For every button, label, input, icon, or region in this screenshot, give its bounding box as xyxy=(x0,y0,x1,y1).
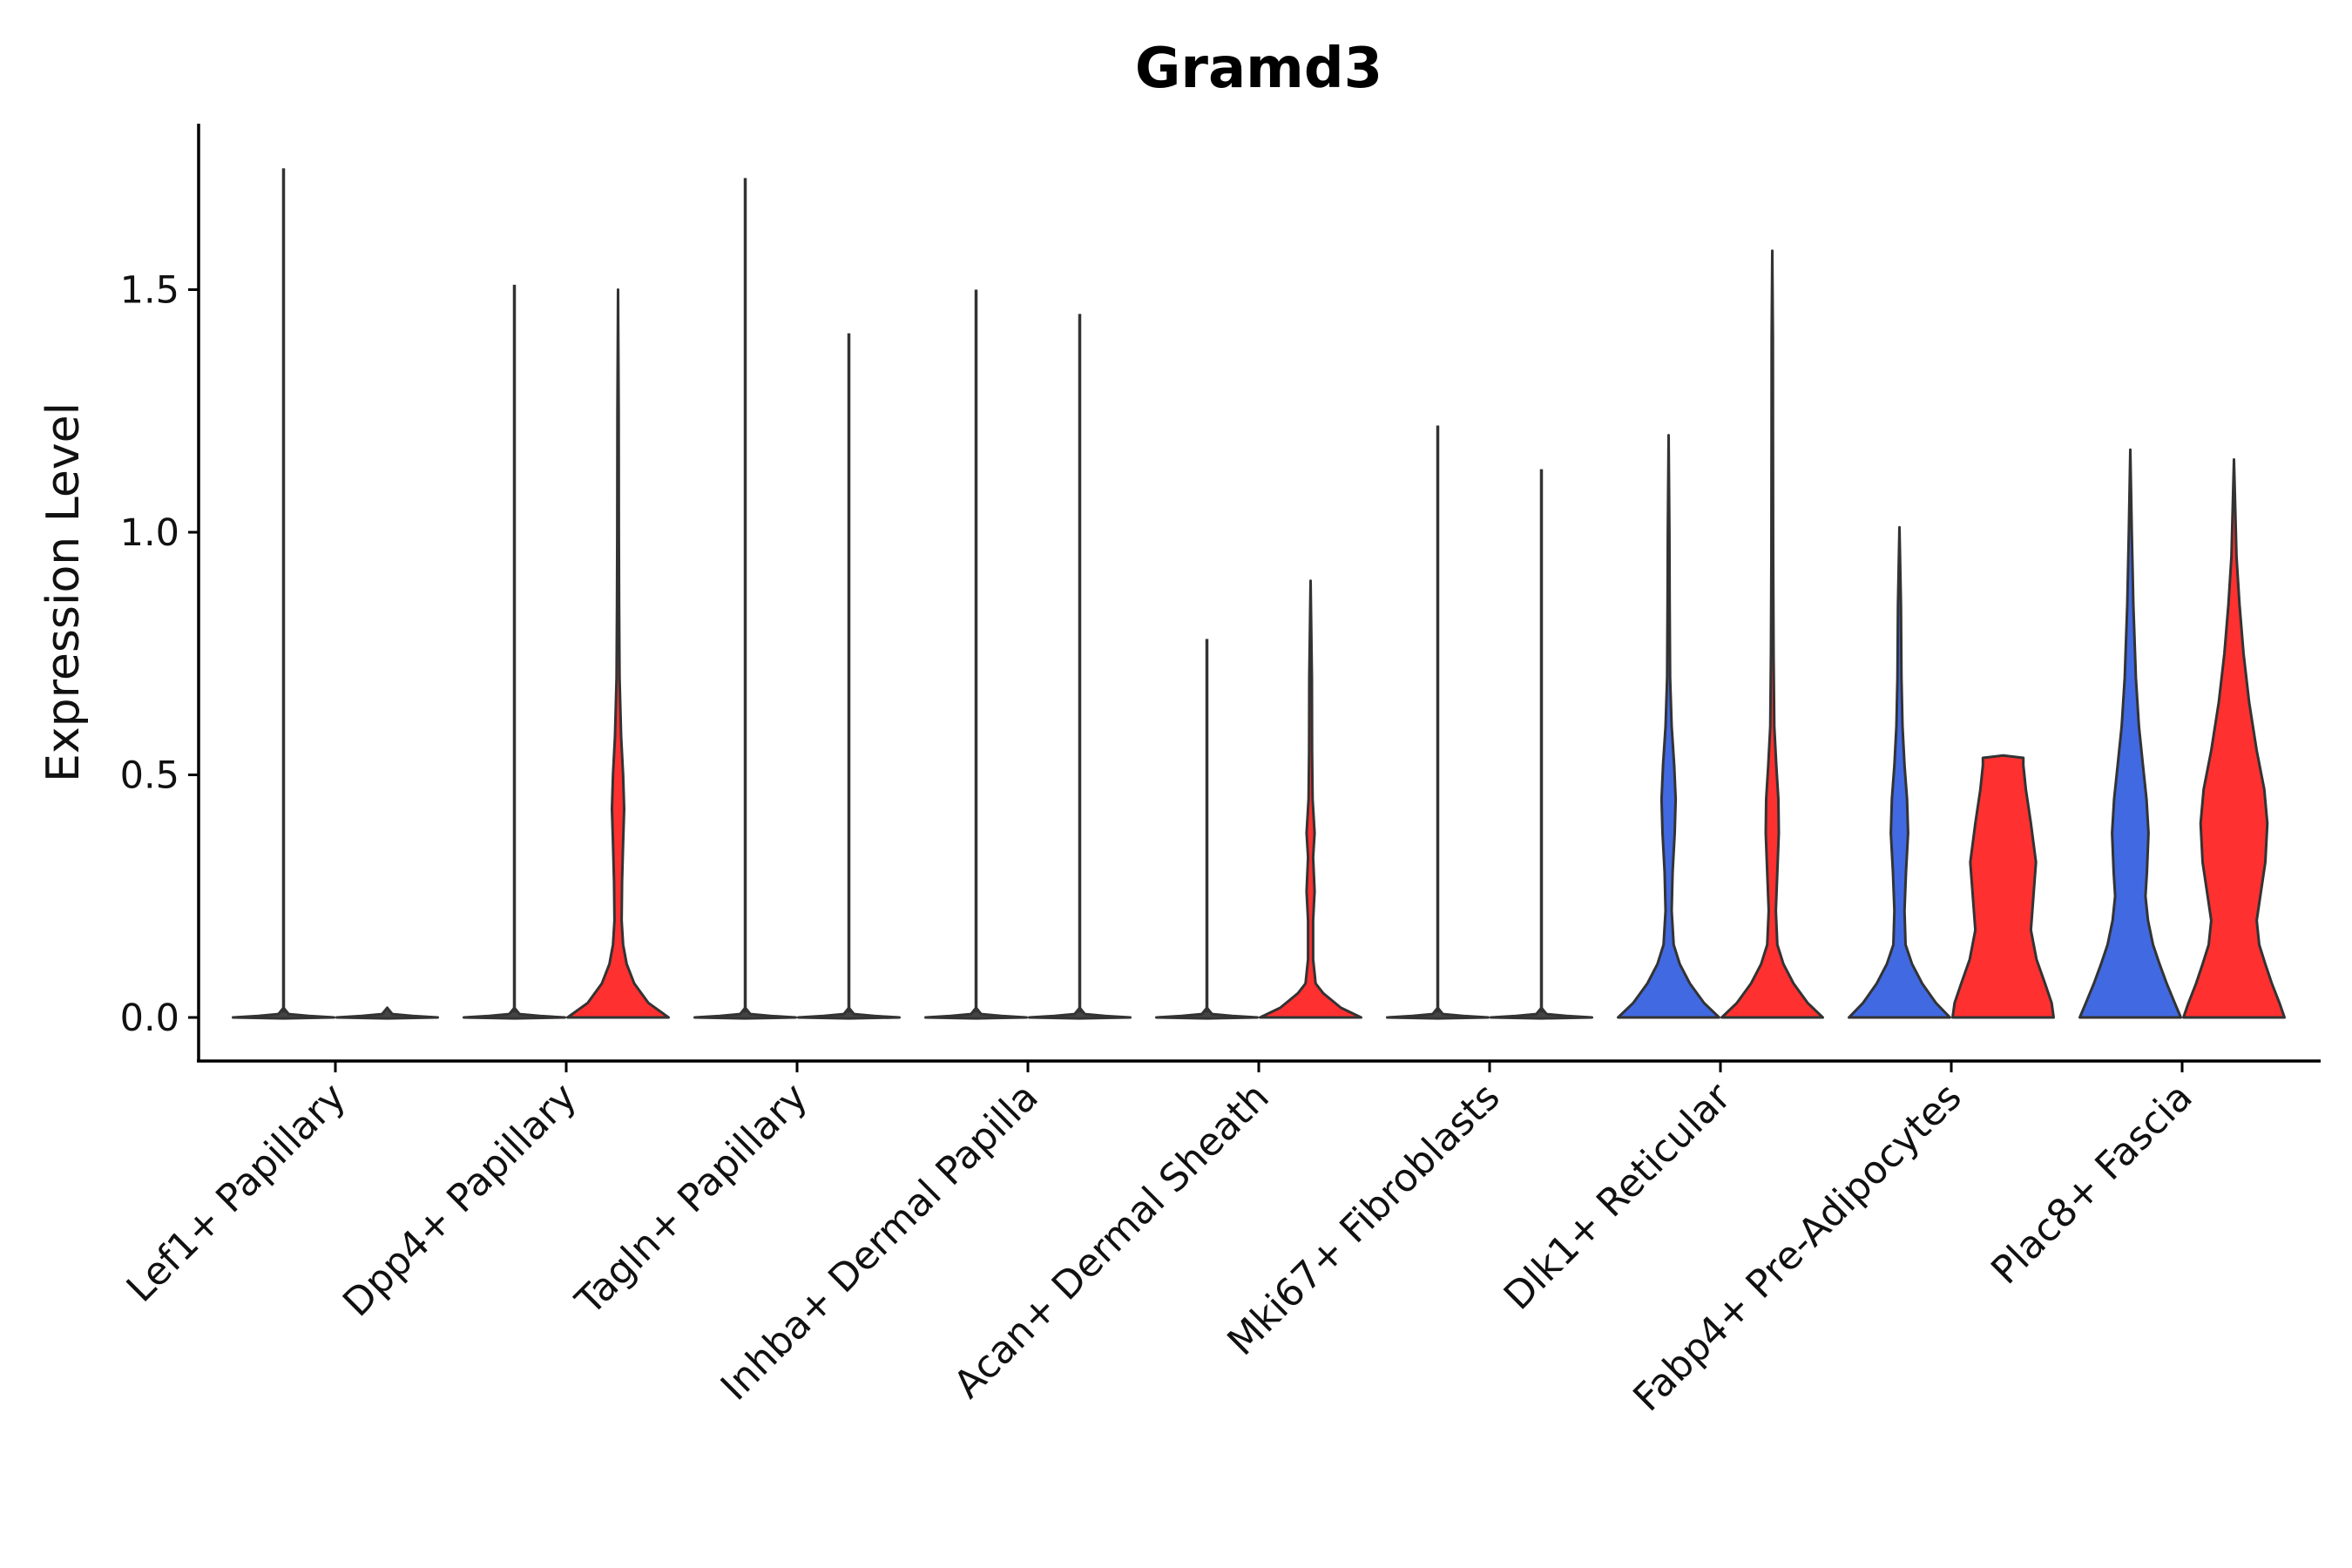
violin-group2 xyxy=(566,288,670,1019)
y-axis-title: Expression Level xyxy=(37,402,90,782)
category-label: Plac8+ Fascia xyxy=(1983,1075,2201,1294)
y-tick-label: 0.0 xyxy=(120,997,179,1040)
category-label: Lef1+ Papillary xyxy=(118,1075,355,1311)
violin-group1 xyxy=(1848,525,1951,1019)
y-tick-label: 1.5 xyxy=(120,269,179,313)
chart-title: Gramd3 xyxy=(1135,37,1382,101)
violin-group1 xyxy=(2078,448,2182,1019)
y-tick-label: 1.0 xyxy=(120,511,179,555)
category-label: Dlk1+ Reticular xyxy=(1496,1074,1740,1319)
violin-group2 xyxy=(2182,458,2286,1019)
category-label: Dpp4+ Papillary xyxy=(335,1075,585,1326)
violin-group2 xyxy=(1720,249,1824,1019)
violin-group2 xyxy=(1951,754,2055,1019)
violin-group2 xyxy=(1259,579,1362,1019)
violin-flat xyxy=(335,1006,439,1020)
violin-marks xyxy=(232,168,2286,1020)
y-tick-label: 0.5 xyxy=(120,754,179,798)
violin-group1 xyxy=(1617,434,1720,1019)
y-axis-ticks: 0.0 0.5 1.0 1.5 xyxy=(120,269,199,1040)
category-label: Tagln+ Papillary xyxy=(567,1075,816,1324)
